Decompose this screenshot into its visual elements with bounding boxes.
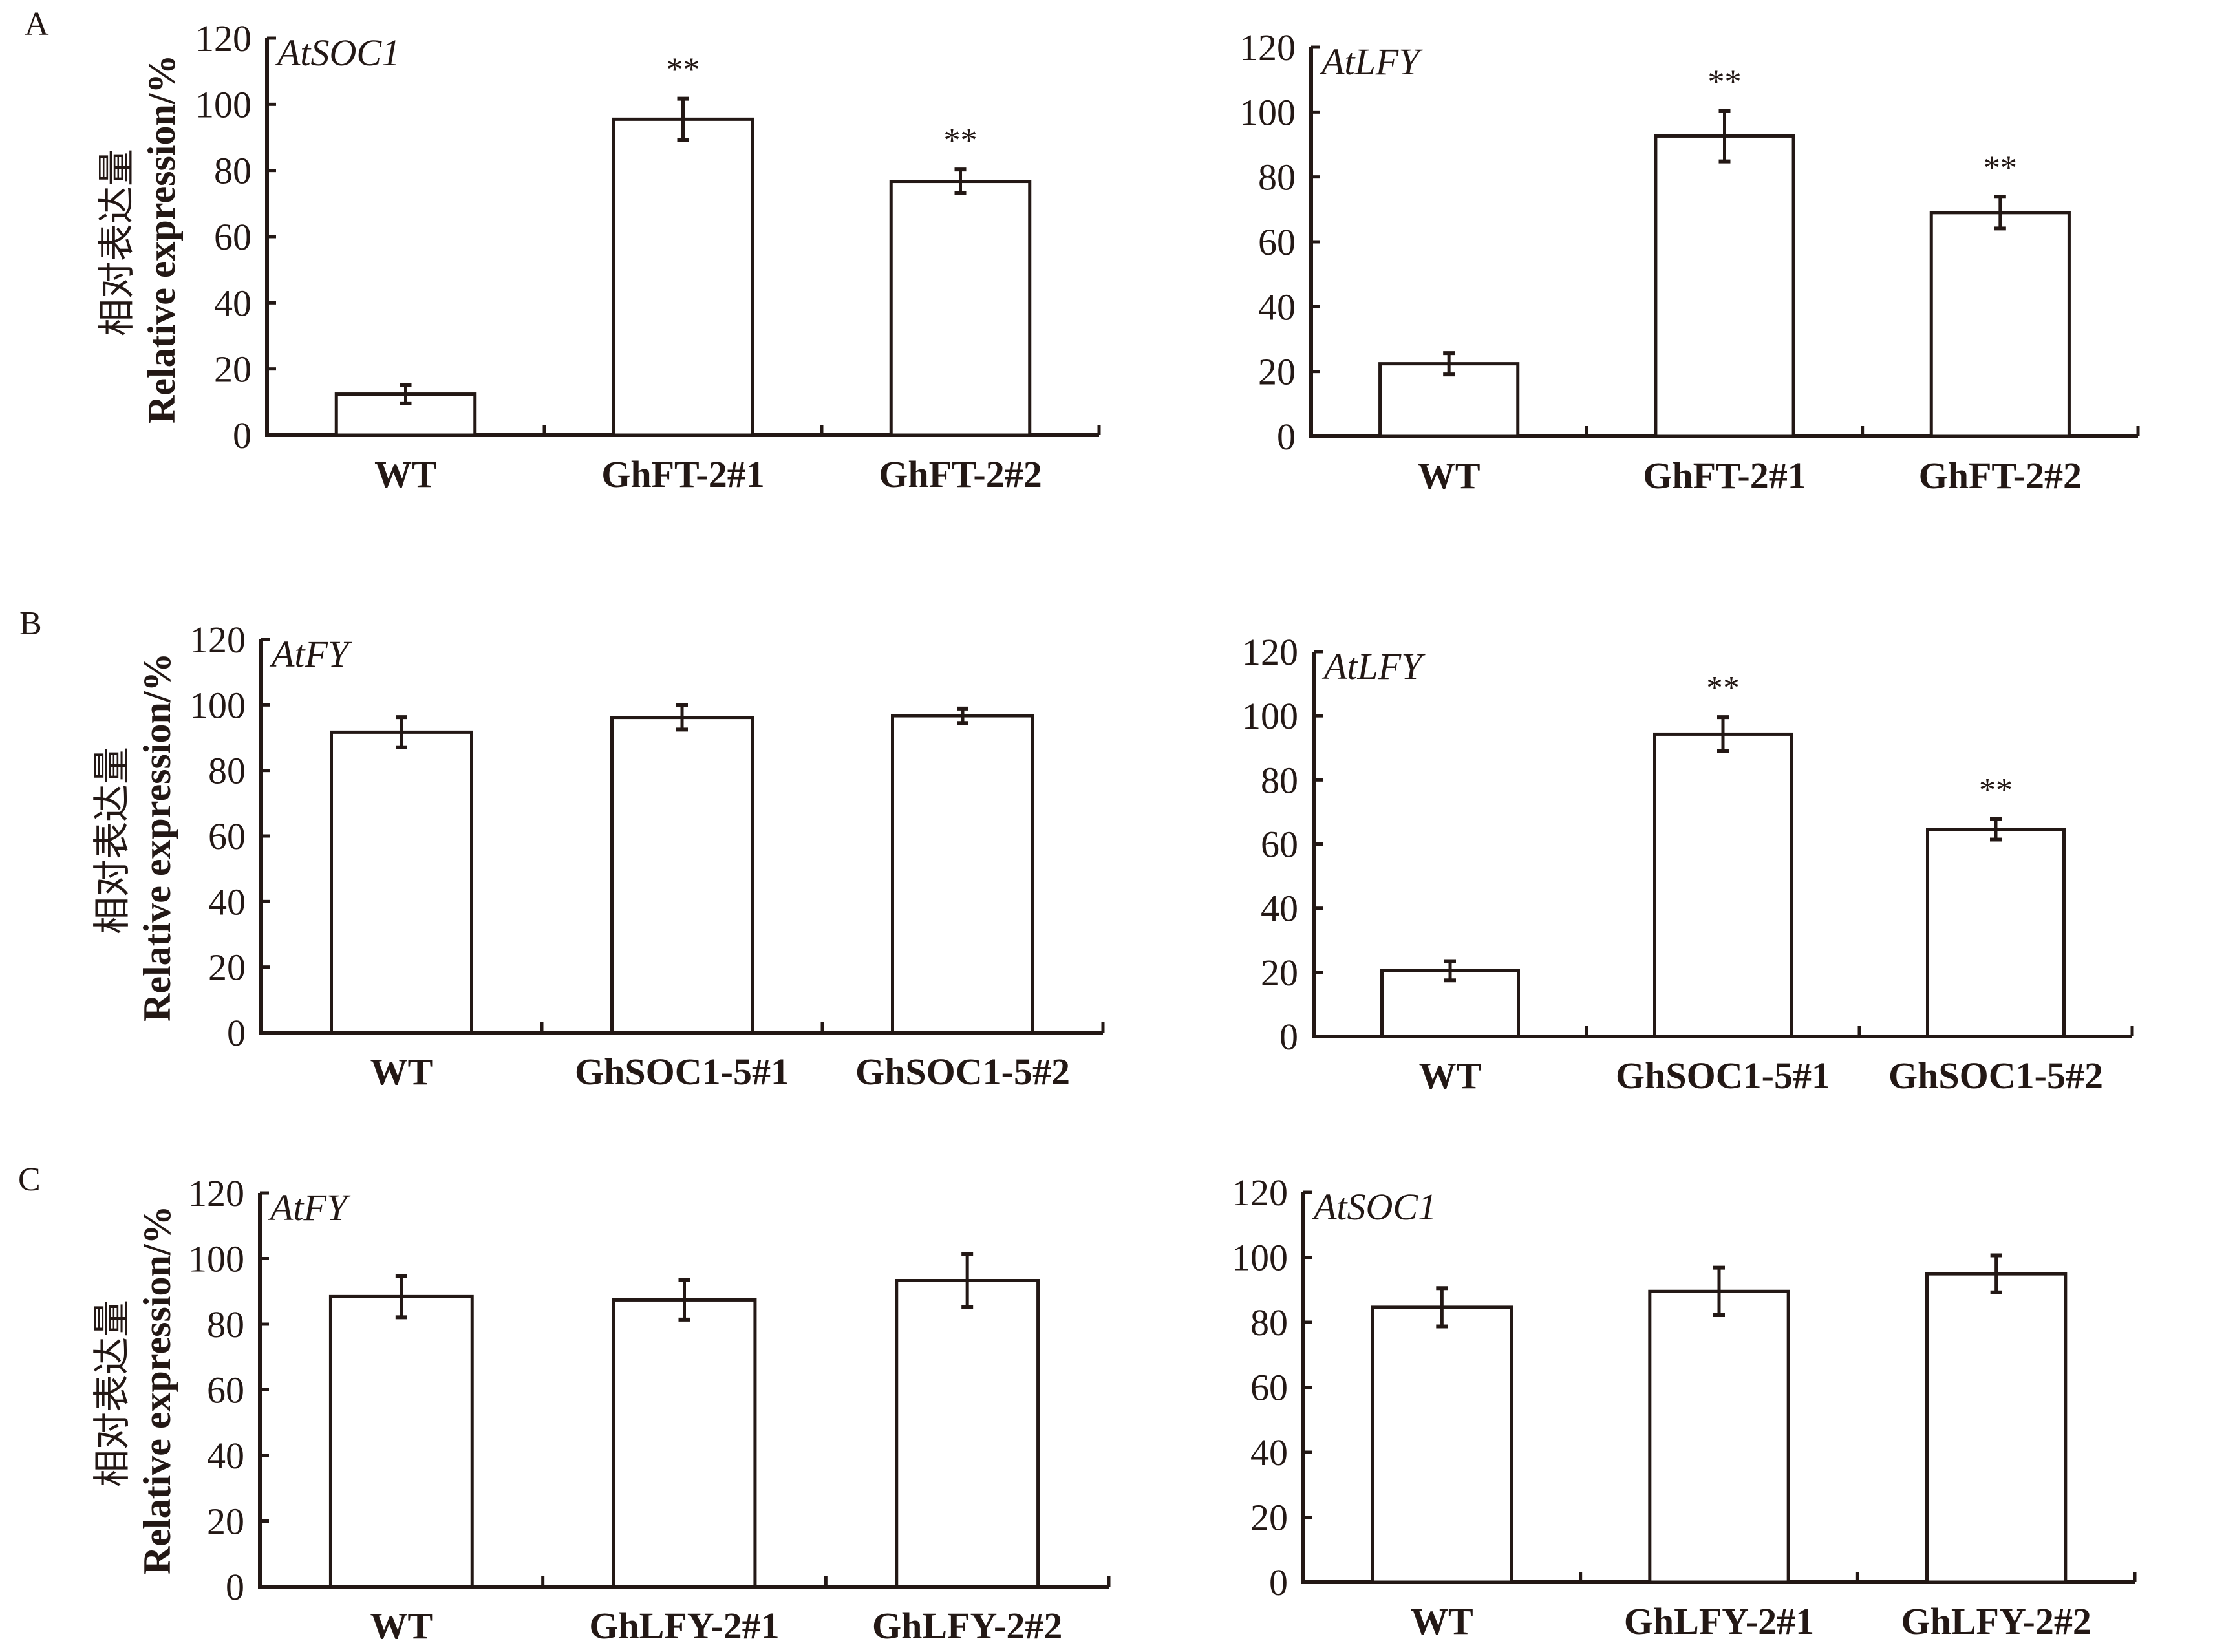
panel-label-a: A [25, 6, 49, 43]
x-tick-label: GhSOC1-5#2 [1888, 1055, 2103, 1097]
bar [1925, 1272, 2068, 1584]
x-tick-label: GhSOC1-5#1 [1616, 1055, 1830, 1097]
y-tick-label: 0 [1269, 1561, 1288, 1604]
bar [330, 730, 473, 1035]
x-tick-label: WT [370, 1605, 433, 1647]
chart-title: AtLFY [1319, 41, 1423, 83]
x-tick-label: GhLFY-2#2 [872, 1605, 1062, 1647]
x-tick-label: GhSOC1-5#2 [855, 1051, 1070, 1093]
y-tick-label: 20 [1261, 952, 1298, 994]
significance-marker: ** [1706, 670, 1740, 707]
x-tick-label: GhLFY-2#1 [1624, 1600, 1814, 1642]
bar [1380, 969, 1520, 1038]
panel-label-b: B [19, 605, 42, 642]
y-tick-label: 80 [208, 750, 246, 792]
y-tick-label: 60 [1261, 824, 1298, 866]
y-tick-label: 40 [1250, 1432, 1288, 1474]
chart-a-left: 0 20 40 60 80 100 120 AtSOC1 WT ** GhFT-2#1 ** GhFT-… [195, 17, 1101, 495]
y-tick-label: 100 [1242, 695, 1298, 737]
y-tick-label: 120 [1242, 631, 1298, 673]
y-tick-label: 40 [1261, 888, 1298, 930]
y-tick-label: 100 [1232, 1237, 1288, 1279]
y-tick-label: 100 [188, 1238, 244, 1280]
bar [328, 1294, 474, 1589]
y-tick-label: 80 [1261, 759, 1298, 801]
chart-a-right: 0 20 40 60 80 100 120 AtLFY WT ** GhFT-2#1 ** GhFT-2… [1239, 27, 2140, 497]
y-tick-label: 80 [1258, 156, 1296, 198]
x-tick-label: GhFT-2#2 [1919, 455, 2082, 497]
y-tick-label: 20 [207, 1501, 244, 1543]
y-tick-label: 120 [189, 619, 246, 661]
y-tick-label: 0 [1277, 416, 1296, 458]
y-tick-label: 60 [208, 815, 246, 857]
bar [612, 1298, 757, 1589]
bar [1929, 211, 2071, 438]
y-tick-label: 20 [1250, 1497, 1288, 1539]
chart-title: AtFY [268, 1186, 351, 1228]
y-tick-label: 0 [233, 414, 251, 456]
y-tick-label: 20 [1258, 351, 1296, 393]
bar [891, 714, 1034, 1035]
bar [612, 117, 754, 437]
significance-marker: ** [944, 122, 978, 159]
significance-marker: ** [1984, 149, 2017, 186]
bar [1653, 732, 1793, 1038]
bar [895, 1279, 1040, 1589]
y-tick-label: 40 [1258, 286, 1296, 328]
y-tick-label: 120 [1232, 1172, 1288, 1214]
y-tick-label: 80 [214, 150, 251, 192]
x-tick-label: GhLFY-2#2 [1901, 1600, 2091, 1642]
bar [889, 180, 1032, 437]
y-tick-label: 40 [208, 881, 246, 923]
significance-marker: ** [1708, 63, 1742, 100]
y-tick-label: 60 [207, 1369, 244, 1411]
x-tick-label: WT [1419, 1055, 1482, 1097]
significance-marker: ** [1979, 772, 2013, 809]
bar [1926, 828, 2066, 1038]
bar [1648, 1289, 1790, 1584]
y-tick-label: 40 [214, 282, 251, 324]
panel-label-c: C [18, 1161, 41, 1198]
bar [1371, 1305, 1513, 1584]
y-tick-label: 120 [188, 1172, 244, 1214]
y-tick-label: 100 [189, 684, 246, 726]
y-tick-label: 80 [207, 1303, 244, 1346]
y-tick-label: 80 [1250, 1302, 1288, 1344]
chart-b-left: 0 20 40 60 80 100 120 AtFY WT GhSOC1-5#1 GhSOC1-5#… [189, 619, 1105, 1093]
x-tick-label: WT [1418, 455, 1481, 497]
y-tick-label: 60 [1258, 221, 1296, 263]
bar [1654, 134, 1795, 438]
y-tick-label: 120 [195, 17, 251, 59]
y-tick-label: 0 [1279, 1016, 1298, 1058]
y-tick-label: 100 [195, 83, 251, 125]
y-tick-label: 20 [214, 349, 251, 391]
chart-title: AtFY [269, 633, 352, 675]
x-tick-label: WT [1411, 1600, 1473, 1642]
bar [610, 716, 754, 1035]
y-tick-label: 120 [1239, 27, 1296, 69]
chart-b-right: 0 20 40 60 80 100 120 AtLFY WT ** GhSOC1-5#1 ** GhSO… [1242, 631, 2134, 1097]
x-tick-label: WT [374, 453, 437, 495]
x-tick-label: GhLFY-2#1 [589, 1605, 779, 1647]
y-tick-label: 60 [1250, 1367, 1288, 1409]
y-tick-label: 0 [227, 1012, 246, 1054]
y-tick-label: 40 [207, 1435, 244, 1477]
chart-c-left: 0 20 40 60 80 100 120 AtFY WT GhLFY-2#1 GhLFY-2#2 [188, 1172, 1111, 1647]
x-tick-label: GhFT-2#1 [1643, 455, 1806, 497]
x-tick-label: GhSOC1-5#1 [575, 1051, 789, 1093]
chart-c-right: 0 20 40 60 80 100 120 AtSOC1 WT GhLFY-2#1 GhLFY-2#… [1232, 1172, 2137, 1642]
chart-title: AtLFY [1321, 645, 1426, 687]
chart-title: AtSOC1 [275, 32, 400, 74]
y-tick-label: 20 [208, 947, 246, 989]
x-tick-label: WT [370, 1051, 433, 1093]
x-tick-label: GhFT-2#2 [879, 453, 1042, 495]
y-tick-label: 60 [214, 216, 251, 258]
x-tick-label: GhFT-2#1 [601, 453, 764, 495]
chart-title: AtSOC1 [1311, 1186, 1437, 1228]
y-tick-label: 100 [1239, 91, 1296, 133]
y-tick-label: 0 [226, 1566, 244, 1608]
significance-marker: ** [667, 52, 700, 89]
